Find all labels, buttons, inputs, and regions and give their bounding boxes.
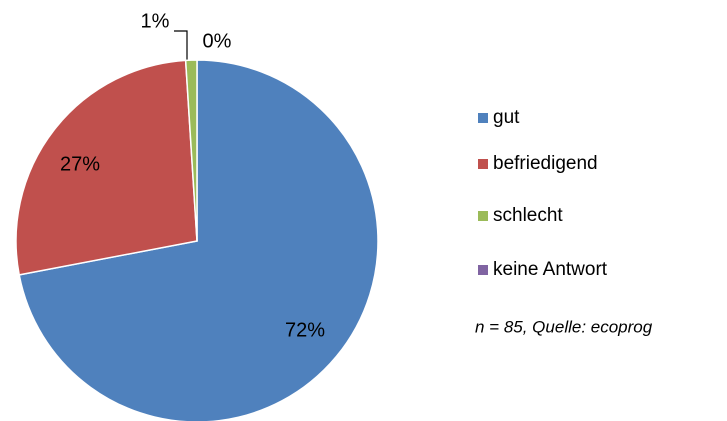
legend-swatch [478,113,488,123]
pie-slice [15,59,198,276]
annotation: n = 85, Quelle: ecoprog [475,317,653,336]
leader-line [174,30,188,60]
data-label: 27% [60,153,100,175]
data-label: 0% [203,30,232,52]
legend-label: befriedigend [493,153,598,174]
pie-slice [184,59,198,242]
legend-label: keine Antwort [493,259,608,280]
legend-swatch [478,159,488,169]
legend-swatch [478,265,488,275]
legend-swatch [478,211,488,221]
data-label: 72% [285,319,325,341]
legend-label: gut [493,107,520,128]
data-label: 1% [141,10,170,32]
pie-slice [18,59,379,421]
legend-label: schlecht [493,205,563,226]
